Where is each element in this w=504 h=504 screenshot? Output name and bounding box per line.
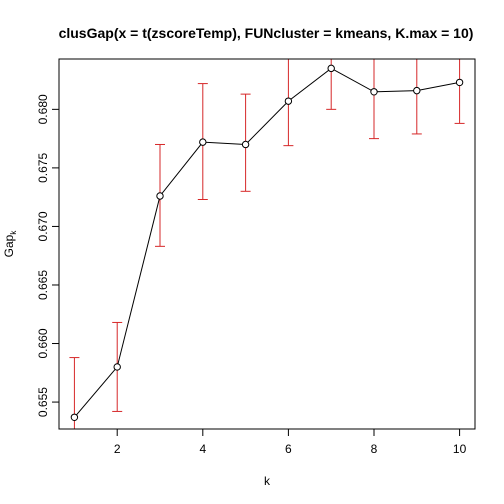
x-tick-label: 8 bbox=[371, 442, 378, 456]
x-axis-label: k bbox=[264, 474, 271, 488]
x-axis: 2 4 6 8 10 bbox=[114, 429, 467, 456]
data-point bbox=[156, 192, 164, 200]
y-tick-label: 0.675 bbox=[36, 153, 50, 183]
data-point bbox=[199, 138, 207, 146]
y-tick-label: 0.660 bbox=[36, 328, 50, 358]
plot-frame bbox=[58, 58, 476, 430]
data-point bbox=[370, 88, 378, 96]
series-line bbox=[74, 67, 460, 418]
data-point bbox=[70, 413, 79, 421]
y-axis-label-main: Gap bbox=[2, 234, 16, 257]
y-tick-label: 0.655 bbox=[36, 387, 50, 417]
x-tick-label: 4 bbox=[199, 442, 206, 456]
x-tick-label: 6 bbox=[285, 442, 292, 456]
data-point bbox=[327, 64, 335, 73]
chart-title: clusGap(x = t(zscoreTemp), FUNcluster = … bbox=[59, 25, 474, 41]
data-point bbox=[413, 86, 421, 95]
plot-area bbox=[69, 59, 465, 429]
y-tick-label: 0.670 bbox=[36, 211, 50, 241]
y-tick-label: 0.680 bbox=[36, 94, 50, 124]
data-point bbox=[241, 140, 250, 149]
data-point bbox=[284, 97, 293, 105]
data-point bbox=[455, 78, 464, 87]
x-tick-label: 2 bbox=[114, 442, 121, 456]
data-point bbox=[113, 363, 121, 371]
y-axis-label-subscript: k bbox=[9, 230, 18, 235]
x-tick-label: 10 bbox=[453, 442, 467, 456]
y-tick-label: 0.665 bbox=[36, 270, 50, 300]
y-axis: 0.655 0.660 0.665 0.670 0.675 0.680 bbox=[36, 94, 59, 417]
y-axis-label: Gapk bbox=[2, 230, 18, 258]
